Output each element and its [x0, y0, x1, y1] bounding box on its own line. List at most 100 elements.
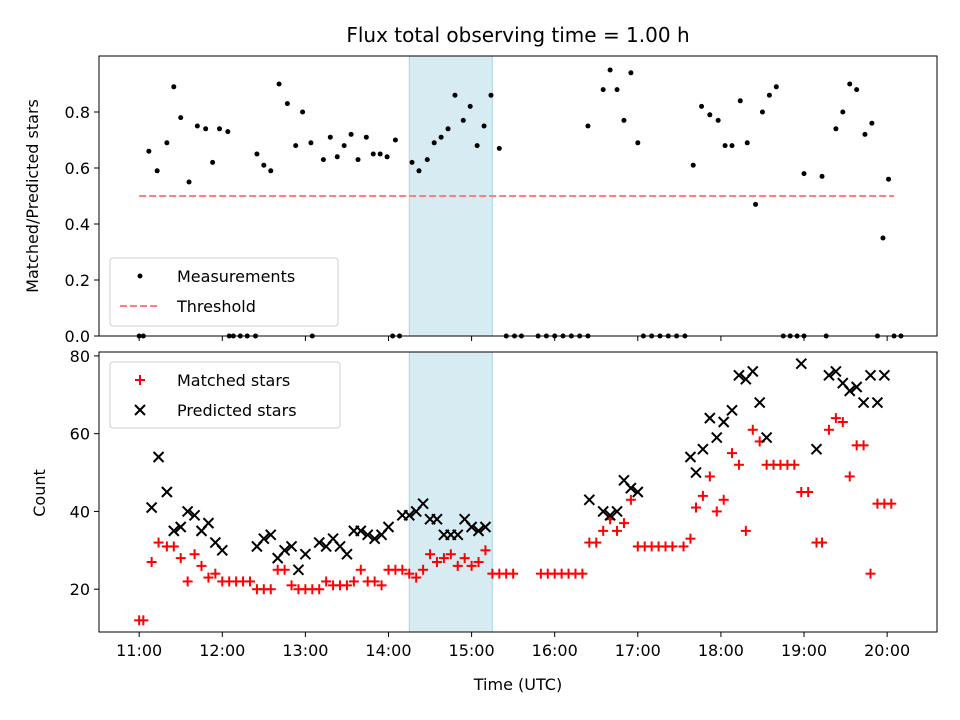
- bottom-y-axis-label: Count: [30, 469, 49, 517]
- measurement-point: [225, 129, 231, 135]
- predicted-stars-point: [717, 416, 730, 428]
- measurement-point: [847, 81, 853, 87]
- top-panel: 0.0 0.2 0.4 0.6 0.8 Measurements Threshold: [65, 55, 938, 346]
- matched-stars-point: [727, 448, 738, 459]
- x-tick-label: 13:00: [282, 641, 328, 660]
- matched-stars-point: [431, 557, 442, 567]
- predicted-stars-point: [472, 525, 485, 537]
- predicted-stars-point: [355, 525, 367, 537]
- measurement-point: [759, 109, 765, 115]
- measurement-point: [203, 126, 209, 132]
- axes-frame: [98, 351, 938, 633]
- predicted-stars-point: [747, 365, 759, 378]
- predicted-stars-point: [145, 501, 158, 514]
- matched-stars-point: [718, 494, 729, 505]
- measurement-point: [217, 126, 223, 132]
- y-tick-label: 80: [70, 347, 90, 366]
- matched-stars-point: [175, 553, 186, 564]
- measurement-point: [370, 151, 376, 157]
- predicted-stars-point: [684, 451, 697, 463]
- predicted-stars-point: [850, 381, 863, 393]
- predicted-stars-point: [795, 357, 807, 370]
- predicted-stars-point: [871, 396, 884, 409]
- measurement-point: [481, 123, 487, 129]
- measurement-point: [753, 201, 759, 207]
- matched-stars-point: [612, 525, 623, 536]
- matched-stars-point: [480, 545, 491, 556]
- measurement-point: [880, 235, 886, 241]
- measurement-point: [840, 109, 846, 115]
- measurement-point: [707, 112, 713, 118]
- predicted-stars-point: [479, 521, 492, 533]
- matched-stars-point: [625, 494, 636, 505]
- matched-stars-point: [577, 568, 588, 579]
- matched-stars-point: [830, 413, 841, 424]
- measurement-point: [585, 123, 591, 129]
- measurement-point: [416, 168, 422, 174]
- matched-stars-point: [279, 564, 290, 575]
- predicted-stars-point: [382, 521, 395, 533]
- predicted-stars-point: [704, 412, 716, 424]
- measurement-point: [474, 143, 480, 149]
- matched-stars-point: [210, 568, 221, 579]
- measurement-point: [320, 157, 326, 163]
- y-tick-label: 0.2: [65, 271, 90, 290]
- measurement-point: [409, 159, 415, 165]
- measurement-point: [722, 143, 728, 149]
- matched-stars-point: [508, 568, 519, 579]
- axes-frame: [98, 55, 938, 337]
- matched-stars-point: [711, 506, 722, 517]
- x-tick-label: 20:00: [864, 641, 910, 660]
- matched-stars-point: [425, 549, 436, 560]
- predicted-stars-point: [161, 486, 173, 498]
- measurement-point: [341, 143, 347, 149]
- predicted-stars-point: [368, 532, 381, 545]
- measurement-point: [467, 103, 473, 109]
- measurement-point: [438, 134, 444, 140]
- matched-stars-point: [438, 553, 449, 564]
- legend-label: Measurements: [177, 267, 295, 286]
- predicted-stars-point: [597, 505, 609, 518]
- legend-label: Matched stars: [177, 371, 290, 390]
- matched-stars-point: [598, 525, 609, 536]
- x-tick-label: 16:00: [532, 641, 578, 660]
- measurement-point: [801, 171, 807, 177]
- predicted-stars-point: [583, 494, 596, 506]
- matched-stars-point: [823, 424, 834, 435]
- measurement-point: [715, 117, 721, 123]
- matched-stars-point: [153, 537, 164, 548]
- matched-stars-point: [733, 459, 744, 470]
- measurement-point: [628, 70, 634, 76]
- measurement-point: [635, 140, 641, 146]
- predicted-stars-point: [188, 509, 201, 522]
- matched-stars-point: [697, 490, 708, 501]
- x-tick-label: 11:00: [116, 641, 162, 660]
- y-tick-label: 0.0: [65, 327, 90, 346]
- x-tick-label: 18:00: [698, 641, 744, 660]
- measurement-point: [729, 143, 735, 149]
- measurement-point: [600, 87, 606, 93]
- measurement-point: [614, 87, 620, 93]
- matched-stars-point: [886, 498, 897, 509]
- measurement-point: [431, 140, 437, 146]
- matched-stars-point: [789, 459, 800, 470]
- matched-stars-point: [168, 541, 179, 552]
- measurement-point: [377, 151, 383, 157]
- measurement-point: [268, 168, 274, 174]
- predicted-stars-point: [285, 540, 298, 553]
- measurement-point: [862, 131, 868, 137]
- matched-stars-point: [667, 541, 678, 552]
- matched-stars-point: [138, 615, 149, 626]
- legend-marker-matched: [135, 375, 145, 385]
- matched-stars-point: [704, 471, 715, 482]
- predicted-stars-point: [878, 369, 891, 382]
- measurement-point: [363, 134, 369, 140]
- x-tick-label: 15:00: [449, 641, 495, 660]
- predicted-stars-point: [733, 369, 745, 382]
- legend-label: Predicted stars: [177, 401, 297, 420]
- predicted-stars-point: [175, 521, 187, 533]
- predicted-stars-point: [216, 544, 228, 557]
- matched-stars-point: [466, 560, 477, 571]
- predicted-stars-point: [181, 505, 194, 518]
